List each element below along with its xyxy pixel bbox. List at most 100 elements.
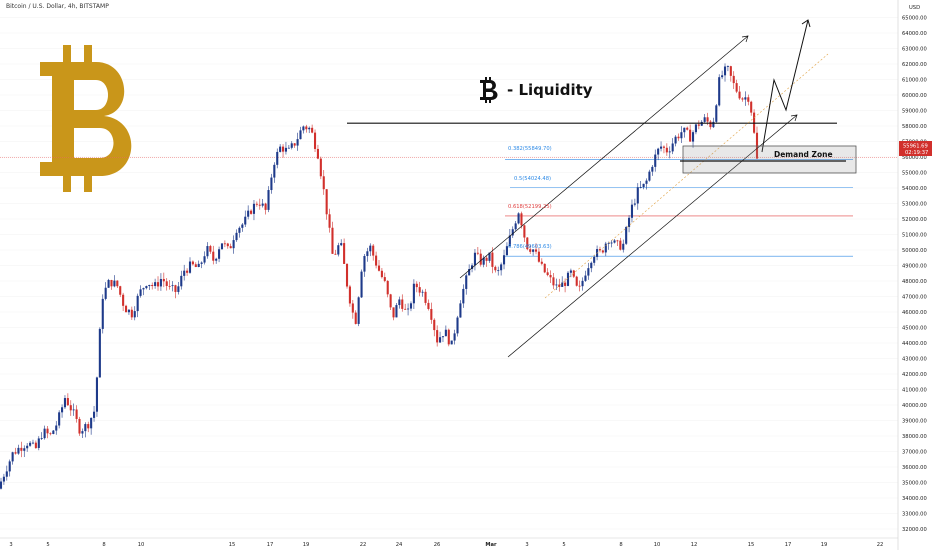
- demand-zone[interactable]: Demand Zone: [680, 145, 857, 174]
- candle-body: [186, 270, 189, 273]
- candle-body: [34, 442, 37, 448]
- x-tick-label: 15: [748, 542, 755, 548]
- candle-body: [363, 256, 366, 272]
- candle-body: [177, 286, 180, 292]
- candle-body: [281, 146, 285, 152]
- candle-body: [561, 282, 564, 287]
- y-tick-label: 64000.00: [902, 31, 927, 37]
- candle-body: [26, 445, 29, 449]
- candle-body: [90, 417, 93, 429]
- candle-body: [343, 243, 346, 264]
- candle-body: [407, 308, 410, 310]
- candle-body: [174, 285, 177, 292]
- candle-body: [686, 127, 689, 130]
- candle-body: [659, 146, 663, 149]
- candle-body: [404, 308, 407, 310]
- candle-body: [459, 303, 462, 318]
- demand-zone-box[interactable]: [682, 145, 857, 174]
- candle-body: [250, 210, 253, 214]
- candle-body: [677, 136, 680, 139]
- candle-body: [392, 307, 395, 318]
- y-tick-label: 34000.00: [902, 496, 927, 502]
- candle-body: [0, 481, 3, 489]
- candle-body: [101, 298, 104, 329]
- last-price-tag: [899, 141, 932, 156]
- projection-path: [761, 19, 809, 153]
- candle-body: [587, 268, 590, 276]
- candle-body: [380, 270, 383, 278]
- candle-body: [610, 242, 613, 244]
- candle-body: [14, 452, 17, 454]
- candle-body: [500, 264, 503, 271]
- y-tick-label: 59000.00: [902, 109, 927, 115]
- y-tick-label: 53000.00: [902, 202, 927, 208]
- candle-body: [721, 75, 724, 78]
- candle-body: [691, 132, 695, 142]
- price-axis[interactable]: USD 32000.00 33000.00 34000.00 35000.00 3600…: [897, 0, 932, 550]
- candle-body: [334, 253, 337, 255]
- candle-body: [680, 132, 683, 139]
- candle-body: [319, 158, 322, 177]
- candle-body: [241, 224, 244, 228]
- candle-body: [750, 101, 753, 113]
- x-tick-label: 22: [877, 542, 884, 548]
- candle-body: [616, 240, 619, 242]
- candle-body: [401, 299, 404, 309]
- candle-body: [578, 285, 581, 287]
- candle-body: [130, 309, 133, 318]
- candle-body: [555, 284, 558, 286]
- last-price-text: 55961.69: [903, 144, 928, 150]
- candle-body: [372, 245, 375, 256]
- candle-body: [43, 428, 46, 439]
- candle-body: [709, 121, 712, 128]
- candle-body: [642, 183, 645, 188]
- candle-body: [462, 288, 465, 304]
- candle-body: [584, 275, 587, 281]
- y-tick-label: 56000.00: [902, 155, 927, 161]
- candle-body: [747, 97, 750, 102]
- candle-body: [267, 190, 270, 210]
- candle-body: [415, 283, 418, 288]
- y-tick-label: 65000.00: [902, 16, 927, 22]
- candle-body: [331, 227, 334, 254]
- candle-body: [229, 246, 232, 249]
- fib-786-label: 0.786(49603.63): [508, 244, 552, 250]
- candle-body: [235, 232, 238, 241]
- candle-body: [732, 75, 735, 84]
- candle-body: [139, 289, 142, 296]
- candle-body: [540, 261, 543, 264]
- candle-body: [290, 143, 293, 148]
- candle-body: [325, 189, 328, 215]
- y-tick-label: 38000.00: [902, 434, 927, 440]
- candle-body: [689, 129, 692, 142]
- y-tick-label: 40000.00: [902, 403, 927, 409]
- candle-body: [706, 117, 709, 122]
- candle-body: [505, 246, 508, 256]
- fib-labels: 0.382(55849.70) 0.5(54024.48) 0.618(5219…: [508, 146, 552, 250]
- candle-body: [255, 203, 258, 205]
- candle-body: [572, 270, 575, 277]
- y-tick-label: 44000.00: [902, 341, 927, 347]
- y-tick-label: 35000.00: [902, 481, 927, 487]
- candle-body: [72, 409, 75, 411]
- candle-body: [31, 442, 35, 444]
- candle-body: [546, 272, 549, 276]
- candle-body: [439, 337, 442, 343]
- x-tick-label: 17: [785, 542, 792, 548]
- candle-body: [628, 217, 631, 228]
- candle-body: [651, 166, 654, 172]
- candle-body: [485, 257, 488, 261]
- time-axis[interactable]: 3 5 8 10 15 17 19 22 24 26 Mar 3 5 8 10 12 15 17 19 22: [0, 537, 898, 548]
- candle-body: [712, 121, 715, 128]
- candle-body: [11, 452, 14, 462]
- candle-body: [305, 126, 308, 130]
- candle-body: [569, 270, 572, 273]
- candle-body: [476, 252, 479, 254]
- x-tick-label: 3: [525, 542, 528, 548]
- candle-body: [148, 284, 151, 287]
- channel-upper-line: [459, 35, 749, 279]
- candle-body: [92, 411, 96, 418]
- candle-body: [81, 431, 84, 434]
- candle-body: [337, 245, 340, 255]
